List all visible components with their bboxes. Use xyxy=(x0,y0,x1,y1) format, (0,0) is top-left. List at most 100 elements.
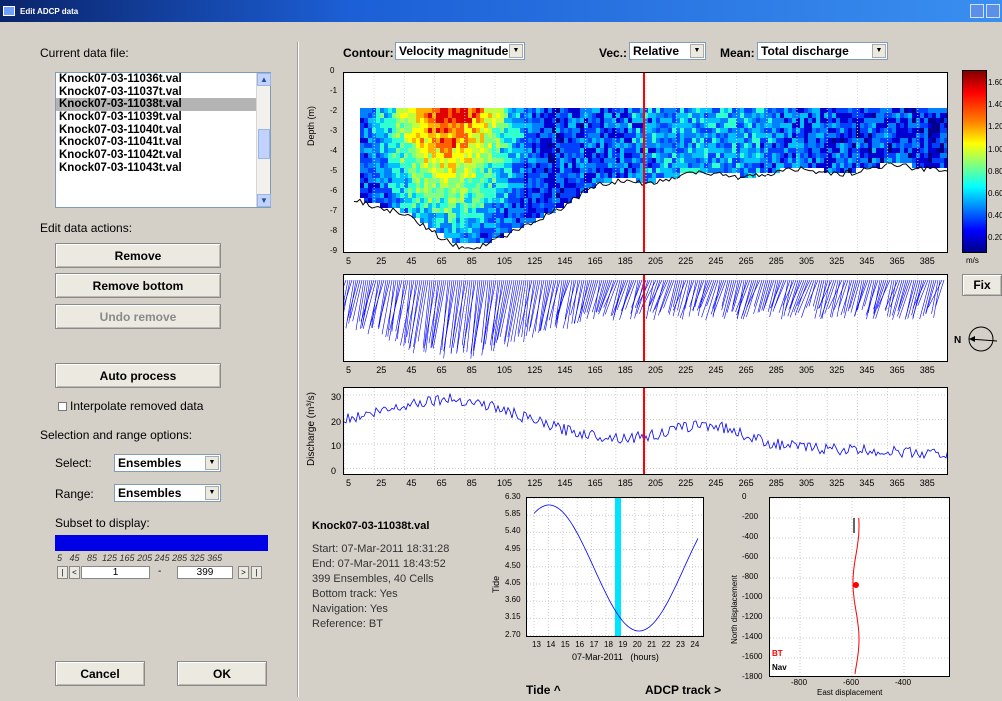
subset-next-button[interactable]: > xyxy=(238,566,249,579)
subset-prev-button[interactable]: < xyxy=(69,566,80,579)
velocity-cell xyxy=(632,148,636,153)
velocity-cell xyxy=(764,123,768,128)
velocity-cell xyxy=(432,188,436,193)
velocity-cell xyxy=(588,138,592,143)
velocity-cell xyxy=(648,143,652,148)
velocity-cell xyxy=(928,123,932,128)
chevron-down-icon[interactable]: ▼ xyxy=(205,456,219,470)
fix-button[interactable]: Fix xyxy=(962,274,1002,296)
contour-dropdown[interactable]: Velocity magnitude ▼ xyxy=(395,42,525,60)
chevron-down-icon[interactable]: ▼ xyxy=(509,44,523,58)
velocity-cell xyxy=(748,168,752,173)
velocity-cell xyxy=(436,198,440,203)
chevron-down-icon[interactable]: ▼ xyxy=(690,44,704,58)
mean-dropdown[interactable]: Total discharge ▼ xyxy=(757,42,888,60)
file-list-item[interactable]: Knock07-03-11039t.val xyxy=(59,111,182,124)
velocity-cell xyxy=(380,133,384,138)
maximize-button[interactable] xyxy=(986,4,1000,18)
subset-min-field[interactable]: 1 xyxy=(81,566,150,579)
subset-last-button[interactable]: | xyxy=(251,566,262,579)
file-listbox[interactable]: Knock07-03-11036t.val Knock07-03-11037t.v… xyxy=(55,72,271,208)
velocity-cell xyxy=(932,133,936,138)
velocity-cell xyxy=(392,163,396,168)
tide-plot[interactable] xyxy=(526,497,704,637)
range-dropdown[interactable]: Ensembles ▼ xyxy=(114,484,221,502)
minimize-button[interactable] xyxy=(970,4,984,18)
chevron-down-icon[interactable]: ▼ xyxy=(872,44,886,58)
velocity-cell xyxy=(588,133,592,138)
undo-remove-button[interactable]: Undo remove xyxy=(55,304,221,329)
file-list-item[interactable]: Knock07-03-11036t.val xyxy=(59,73,182,85)
vec-dropdown[interactable]: Relative ▼ xyxy=(629,42,706,60)
velocity-cell xyxy=(548,183,552,188)
remove-button[interactable]: Remove xyxy=(55,243,221,268)
adcp-track-plot[interactable]: BT Nav xyxy=(769,497,950,677)
velocity-cell xyxy=(360,123,364,128)
velocity-vector xyxy=(385,279,397,338)
velocity-cell xyxy=(476,108,480,113)
velocity-cell xyxy=(472,123,476,128)
velocity-cell xyxy=(540,158,544,163)
discharge-plot[interactable] xyxy=(343,387,948,475)
velocity-vector xyxy=(847,279,857,312)
file-list-item[interactable]: Knock07-03-11042t.val xyxy=(59,149,182,162)
file-list-item[interactable]: Knock07-03-11041t.val xyxy=(59,136,182,149)
scroll-thumb[interactable] xyxy=(258,129,270,159)
ensemble-tick-label: 165 xyxy=(587,365,603,375)
velocity-cell xyxy=(368,198,372,203)
cancel-button[interactable]: Cancel xyxy=(55,661,145,686)
file-list-item[interactable]: Knock07-03-11038t.val xyxy=(56,98,270,112)
velocity-cell xyxy=(380,198,384,203)
discharge-tick-label: 20 xyxy=(331,416,342,427)
file-list-item[interactable]: Knock07-03-11040t.val xyxy=(59,123,182,136)
velocity-cell xyxy=(528,193,532,198)
velocity-cell xyxy=(388,173,392,178)
velocity-cell xyxy=(832,143,836,148)
file-list-item[interactable]: Knock07-03-11037t.val xyxy=(59,85,182,98)
chevron-down-icon[interactable]: ▼ xyxy=(205,486,219,500)
velocity-cell xyxy=(476,158,480,163)
velocity-cell xyxy=(472,118,476,123)
file-list-scrollbar[interactable]: ▲ ▼ xyxy=(256,73,271,207)
velocity-cell xyxy=(932,123,936,128)
velocity-cell xyxy=(452,133,456,138)
adcp-track-link[interactable]: ADCP track > xyxy=(645,683,722,697)
velocity-cell xyxy=(376,188,380,193)
velocity-cell xyxy=(596,113,600,118)
ok-button[interactable]: OK xyxy=(177,661,267,686)
velocity-cell xyxy=(380,143,384,148)
velocity-cell xyxy=(496,118,500,123)
velocity-cell xyxy=(520,173,524,178)
velocity-cell xyxy=(436,113,440,118)
velocity-cell xyxy=(756,118,760,123)
interpolate-checkbox[interactable] xyxy=(58,402,67,411)
subset-max-field[interactable]: 399 xyxy=(177,566,233,579)
velocity-cell xyxy=(748,148,752,153)
velocity-cell xyxy=(464,228,468,233)
velocity-cell xyxy=(720,128,724,133)
velocity-vector-plot[interactable] xyxy=(343,274,948,362)
velocity-contour-plot[interactable] xyxy=(343,72,948,253)
velocity-cell xyxy=(508,218,512,223)
velocity-cell xyxy=(536,138,540,143)
auto-process-button[interactable]: Auto process xyxy=(55,363,221,388)
velocity-cell xyxy=(396,203,400,208)
velocity-cell xyxy=(428,108,432,113)
velocity-cell xyxy=(388,198,392,203)
velocity-cell xyxy=(912,158,916,163)
velocity-cell xyxy=(472,188,476,193)
velocity-cell xyxy=(496,163,500,168)
select-dropdown[interactable]: Ensembles ▼ xyxy=(114,454,221,472)
velocity-cell xyxy=(412,198,416,203)
scroll-down-icon[interactable]: ▼ xyxy=(257,194,271,207)
file-list-item[interactable]: Knock07-03-11043t.val xyxy=(59,161,182,174)
subset-first-button[interactable]: | xyxy=(57,566,68,579)
subset-range-bar[interactable] xyxy=(55,535,268,551)
velocity-cell xyxy=(656,173,660,178)
scroll-up-icon[interactable]: ▲ xyxy=(257,73,271,86)
velocity-cell xyxy=(704,153,708,158)
remove-bottom-button[interactable]: Remove bottom xyxy=(55,273,221,298)
tide-link[interactable]: Tide ^ xyxy=(526,683,561,697)
velocity-cell xyxy=(416,188,420,193)
velocity-cell xyxy=(464,198,468,203)
